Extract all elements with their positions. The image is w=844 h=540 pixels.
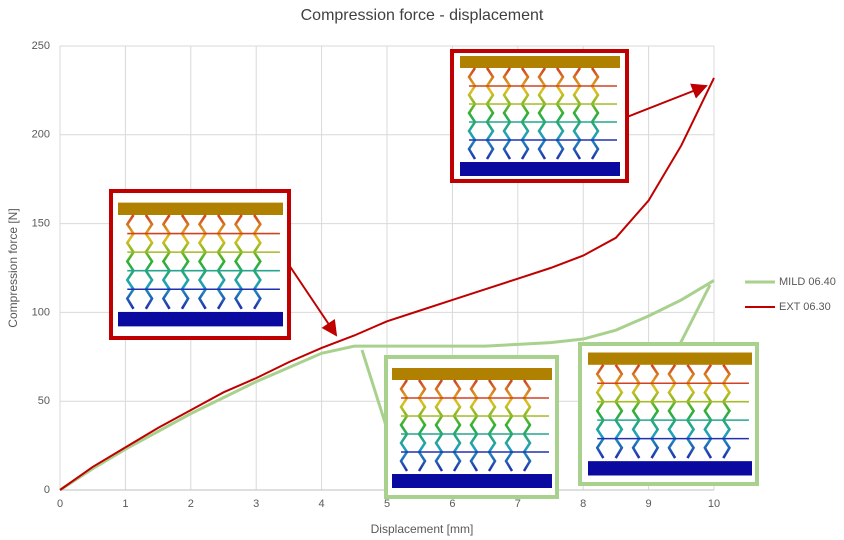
chart: Compression force - displacement Displac… <box>0 0 844 540</box>
x-tick-label: 3 <box>253 498 259 510</box>
x-tick-label: 0 <box>57 498 63 510</box>
y-tick-label: 0 <box>44 484 50 496</box>
x-tick-label: 7 <box>515 498 521 510</box>
arrow <box>627 86 706 117</box>
legend-label: MILD 06.40 <box>779 276 836 288</box>
arrow <box>289 265 336 335</box>
arrow <box>680 285 710 344</box>
x-tick-label: 2 <box>188 498 194 510</box>
x-tick-label: 5 <box>384 498 390 510</box>
x-tick-label: 4 <box>319 498 325 510</box>
chart-title: Compression force - displacement <box>301 7 544 24</box>
y-tick-label: 150 <box>32 218 50 230</box>
x-tick-label: 8 <box>580 498 586 510</box>
x-tick-label: 1 <box>122 498 128 510</box>
y-tick-label: 250 <box>32 40 50 52</box>
x-axis-title: Displacement [mm] <box>371 522 474 536</box>
x-tick-label: 6 <box>449 498 455 510</box>
legend-label: EXT 06.30 <box>779 301 831 313</box>
x-tick-label: 10 <box>708 498 720 510</box>
y-tick-label: 50 <box>38 395 50 407</box>
insets <box>111 51 757 497</box>
y-tick-label: 100 <box>32 306 50 318</box>
y-tick-label: 200 <box>32 129 50 141</box>
y-axis-title: Compression force [N] <box>6 208 20 327</box>
x-tick-label: 9 <box>646 498 652 510</box>
